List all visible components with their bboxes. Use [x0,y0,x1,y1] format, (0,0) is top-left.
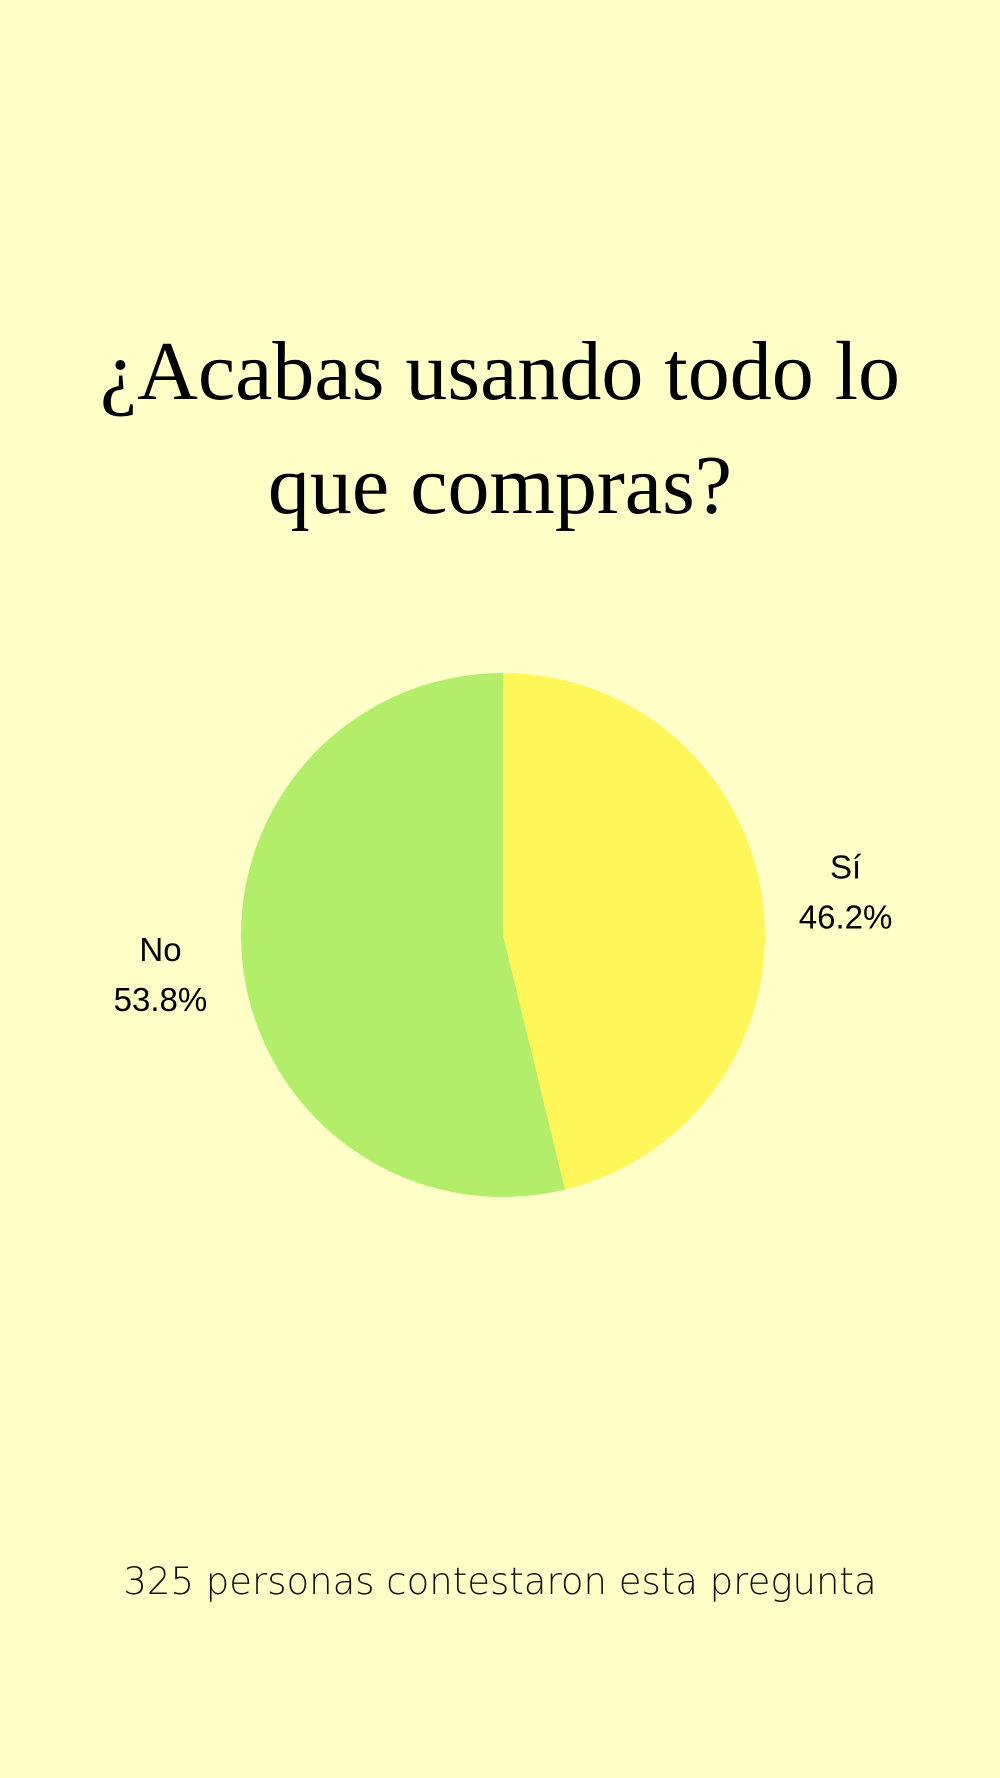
slice-label: Sí [830,849,861,886]
slice-value-label: 53.8% [114,981,208,1018]
pie-slice [241,673,565,1197]
footer-note: 325 personas contestaron esta pregunta [123,1560,877,1603]
chart: Sí 46.2% No 53.8% [114,673,893,1197]
slice-label: No [139,931,181,968]
chart-title: ¿Acabas usando todo lo que compras? [99,325,901,532]
pie-slice [503,673,766,1190]
slice-value-label: 46.2% [799,899,893,936]
